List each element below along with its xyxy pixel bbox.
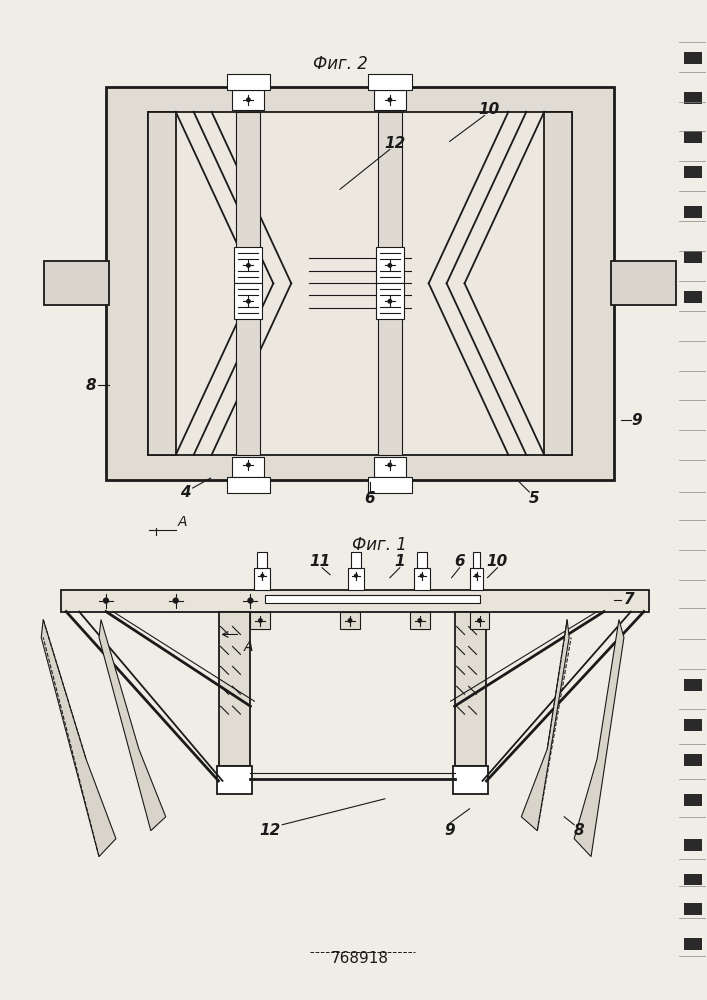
Bar <box>684 903 701 915</box>
Bar <box>216 766 252 794</box>
Bar <box>469 568 484 590</box>
Bar <box>684 251 701 263</box>
Text: 8: 8 <box>86 378 96 393</box>
Bar <box>544 112 572 455</box>
Bar <box>414 568 430 590</box>
Bar <box>684 206 701 218</box>
Circle shape <box>103 598 108 603</box>
Bar <box>374 90 406 110</box>
Circle shape <box>388 300 392 303</box>
Bar <box>45 261 109 305</box>
Bar <box>351 552 361 568</box>
Circle shape <box>247 264 250 267</box>
Bar <box>340 612 360 629</box>
Text: 9: 9 <box>444 823 455 838</box>
Text: 10: 10 <box>487 554 508 569</box>
Bar <box>257 552 267 568</box>
Bar <box>684 679 701 691</box>
Bar <box>452 766 489 794</box>
Bar <box>348 568 364 590</box>
Text: 6: 6 <box>365 491 375 506</box>
Text: 12: 12 <box>384 136 405 151</box>
Text: Фиг. 2: Фиг. 2 <box>312 55 368 73</box>
Polygon shape <box>41 620 116 857</box>
Bar <box>684 874 701 885</box>
Bar <box>236 112 260 455</box>
Text: 6: 6 <box>455 554 465 569</box>
Circle shape <box>259 619 262 622</box>
Bar <box>684 131 701 143</box>
Bar <box>684 754 701 766</box>
Circle shape <box>247 463 250 467</box>
Bar <box>233 90 264 110</box>
Circle shape <box>388 98 392 102</box>
Bar <box>226 74 270 90</box>
Circle shape <box>475 574 478 577</box>
Polygon shape <box>574 620 624 857</box>
Circle shape <box>388 264 392 267</box>
Bar <box>378 112 402 455</box>
Bar <box>410 612 430 629</box>
Bar <box>376 247 404 283</box>
Bar <box>472 552 481 568</box>
Bar <box>469 612 489 629</box>
Bar <box>250 612 270 629</box>
Text: 10: 10 <box>479 102 500 117</box>
Polygon shape <box>99 620 165 831</box>
Bar <box>684 839 701 851</box>
Bar <box>233 457 264 477</box>
Bar <box>684 794 701 806</box>
Bar <box>416 552 427 568</box>
Bar <box>148 112 572 455</box>
Circle shape <box>421 574 423 577</box>
Bar <box>235 247 262 283</box>
Bar <box>455 612 486 766</box>
Text: 768918: 768918 <box>331 951 389 966</box>
Circle shape <box>355 574 357 577</box>
Bar <box>611 261 676 305</box>
Circle shape <box>247 98 250 102</box>
Bar <box>265 595 479 603</box>
Circle shape <box>418 619 421 622</box>
Text: 7: 7 <box>624 592 634 607</box>
Text: 1: 1 <box>395 554 405 569</box>
Text: A: A <box>178 515 187 529</box>
Bar <box>684 92 701 104</box>
Text: 8: 8 <box>574 823 585 838</box>
Bar <box>368 477 411 493</box>
Text: 4: 4 <box>180 485 191 500</box>
Circle shape <box>247 300 250 303</box>
Circle shape <box>248 598 253 603</box>
Circle shape <box>388 463 392 467</box>
Bar <box>684 166 701 178</box>
Bar <box>255 568 270 590</box>
Circle shape <box>173 598 178 603</box>
Text: A: A <box>244 640 253 654</box>
Text: 9: 9 <box>631 413 642 428</box>
Bar <box>148 112 176 455</box>
Bar <box>61 590 649 612</box>
Bar <box>106 87 614 480</box>
Circle shape <box>349 619 352 622</box>
Text: 5: 5 <box>529 491 539 506</box>
Bar <box>684 291 701 303</box>
Bar <box>376 283 404 319</box>
Circle shape <box>261 574 264 577</box>
Text: Фиг. 1: Фиг. 1 <box>353 536 407 554</box>
Bar <box>684 52 701 64</box>
Bar <box>368 74 411 90</box>
Bar <box>684 938 701 950</box>
Bar <box>235 283 262 319</box>
Text: 12: 12 <box>259 823 281 838</box>
Polygon shape <box>521 620 569 831</box>
Bar <box>684 719 701 731</box>
Bar <box>374 457 406 477</box>
Bar <box>226 477 270 493</box>
Bar <box>218 612 250 766</box>
Circle shape <box>478 619 481 622</box>
Text: 11: 11 <box>310 554 331 569</box>
